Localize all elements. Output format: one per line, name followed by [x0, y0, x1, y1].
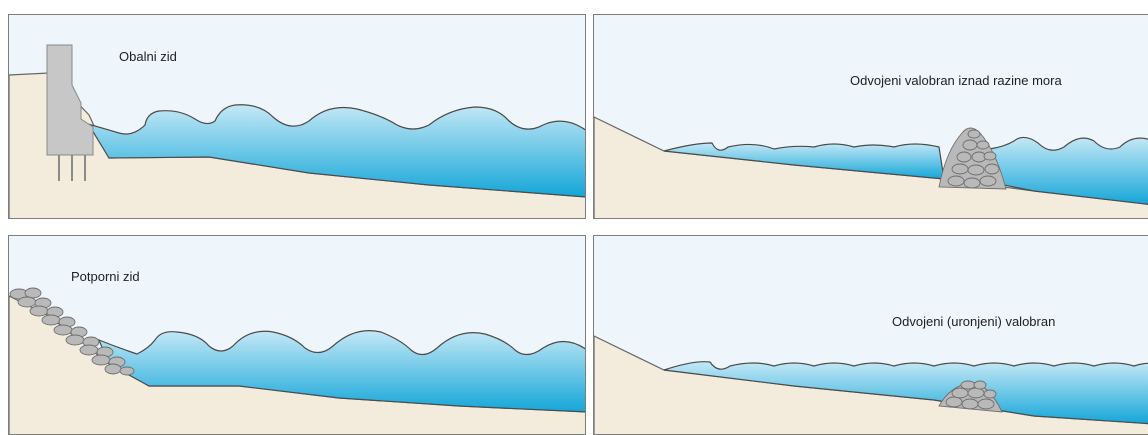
water	[663, 142, 945, 180]
seawall-structure	[46, 44, 94, 156]
submerged-breakwater-label: Odvojeni (uronjeni) valobran	[892, 314, 1056, 329]
revetment-stones	[9, 287, 135, 376]
water-seaward	[988, 136, 1148, 205]
panel-seawall: Obalni zid	[8, 14, 586, 219]
revetment-label: Potporni zid	[71, 269, 140, 284]
panel-submerged-breakwater: Odvojeni (uronjeni) valobran	[593, 235, 1148, 435]
submerged-breakwater-diagram	[594, 236, 1148, 434]
seawall-piles	[58, 155, 86, 181]
emerged-breakwater-diagram	[594, 15, 1148, 218]
emerged-breakwater-label: Odvojeni valobran iznad razine mora	[850, 73, 1062, 88]
panel-emerged-breakwater: Odvojeni valobran iznad razine mora	[593, 14, 1148, 219]
revetment-diagram	[9, 236, 585, 434]
breakwater-stones	[938, 127, 1007, 190]
water	[97, 330, 585, 413]
seawall-diagram	[9, 15, 585, 218]
panel-revetment: Potporni zid	[8, 235, 586, 435]
seawall-label: Obalni zid	[119, 49, 177, 64]
water	[663, 361, 1148, 425]
submerged-breakwater-stones	[938, 380, 1003, 413]
water	[76, 104, 585, 198]
